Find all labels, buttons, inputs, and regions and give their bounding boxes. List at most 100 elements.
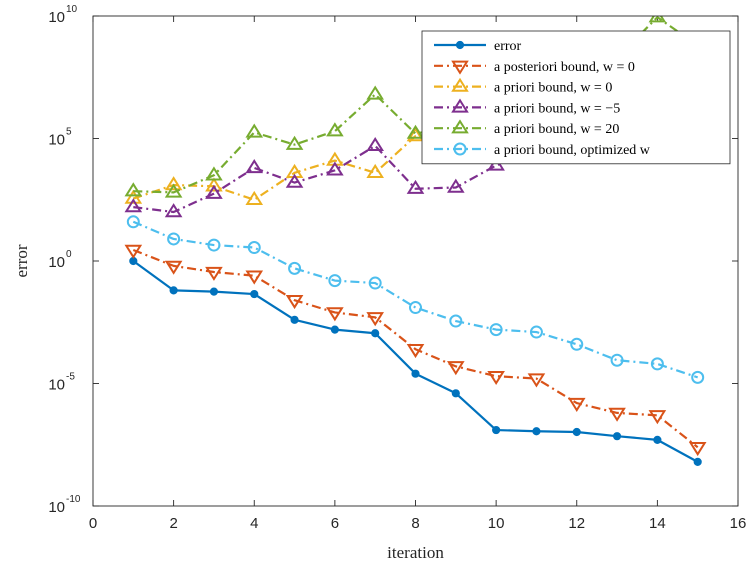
data-point xyxy=(326,122,344,137)
data-point xyxy=(608,407,626,422)
data-point xyxy=(449,314,463,328)
x-tick-label: 14 xyxy=(649,515,666,532)
data-point xyxy=(567,397,586,412)
legend-label: error xyxy=(494,39,522,54)
y-tick-label: 10 xyxy=(48,254,65,271)
data-point xyxy=(532,427,541,436)
data-point xyxy=(572,427,581,437)
legend-marker xyxy=(451,60,469,75)
data-point xyxy=(366,312,384,327)
y-tick-label: 10 xyxy=(48,132,65,149)
legend-marker xyxy=(451,77,469,92)
legend-marker xyxy=(453,142,467,156)
data-point xyxy=(205,184,223,199)
data-point xyxy=(207,238,221,252)
legend-label: a posteriori bound, w = 0 xyxy=(494,60,635,75)
data-point xyxy=(245,123,264,138)
x-tick-label: 10 xyxy=(488,515,505,532)
data-point xyxy=(326,307,344,322)
data-point xyxy=(205,266,223,281)
data-point xyxy=(451,389,460,398)
y-tick-label: 10 xyxy=(48,377,65,394)
legend-label: a priori bound, w = −5 xyxy=(494,101,620,116)
y-tick-exponent: 10 xyxy=(66,4,78,15)
series-line xyxy=(132,220,699,379)
legend-marker xyxy=(455,40,465,50)
data-point xyxy=(648,410,667,425)
series-line xyxy=(133,112,698,214)
data-point xyxy=(164,176,183,191)
series-0 xyxy=(129,256,702,466)
y-tick-label: 10 xyxy=(48,9,65,26)
data-point xyxy=(406,127,425,142)
data-point xyxy=(693,457,702,466)
data-point xyxy=(124,244,143,259)
data-point xyxy=(164,183,183,198)
y-tick-label: 10 xyxy=(48,499,65,516)
y-tick-exponent: 0 xyxy=(66,249,72,260)
data-point xyxy=(406,344,425,359)
data-point xyxy=(285,135,304,150)
data-point xyxy=(126,215,140,229)
legend-label: a priori bound, w = 20 xyxy=(494,122,619,137)
data-point xyxy=(164,203,183,218)
data-point xyxy=(326,161,344,176)
y-axis-label: error xyxy=(12,244,31,277)
legend-marker xyxy=(451,119,469,134)
data-point xyxy=(245,159,264,174)
data-point xyxy=(610,353,624,367)
data-point xyxy=(409,301,422,315)
x-tick-label: 0 xyxy=(89,515,97,532)
data-point xyxy=(164,260,183,275)
data-point xyxy=(447,178,465,193)
data-point xyxy=(406,179,425,194)
data-point xyxy=(288,261,302,275)
data-point xyxy=(366,163,384,178)
data-point xyxy=(688,442,707,457)
legend-label: a priori bound, w = 0 xyxy=(494,81,612,96)
data-point xyxy=(492,425,501,435)
x-tick-label: 6 xyxy=(331,515,339,532)
data-point xyxy=(124,198,143,213)
data-point xyxy=(366,136,384,152)
data-point xyxy=(612,432,622,441)
series-line xyxy=(132,63,699,201)
data-point xyxy=(285,295,304,310)
legend-label: a priori bound, optimized w xyxy=(494,143,651,158)
legend-box xyxy=(421,30,731,165)
data-point xyxy=(406,124,425,139)
x-tick-label: 2 xyxy=(169,515,177,532)
data-point xyxy=(247,241,261,255)
data-point xyxy=(205,166,223,181)
series-5 xyxy=(126,215,705,384)
x-tick-label: 16 xyxy=(730,515,747,532)
data-point xyxy=(653,435,662,444)
data-point xyxy=(447,361,465,376)
data-point xyxy=(169,286,178,295)
data-point xyxy=(167,232,181,246)
data-point xyxy=(527,373,546,388)
data-point xyxy=(650,357,664,371)
data-point xyxy=(245,270,264,285)
y-tick-exponent: -5 xyxy=(66,372,75,383)
data-point xyxy=(330,325,339,334)
legend: error a posteriori bound, w = 0 a priori b… xyxy=(421,30,731,165)
legend-marker xyxy=(451,98,469,113)
data-point xyxy=(411,369,420,378)
data-point xyxy=(691,370,705,384)
data-point xyxy=(205,177,223,192)
y-tick-exponent: 5 xyxy=(66,127,72,138)
x-tick-label: 4 xyxy=(250,515,258,532)
data-point xyxy=(648,16,667,23)
data-point xyxy=(368,276,382,290)
data-point xyxy=(250,289,259,299)
data-point xyxy=(489,323,503,337)
x-axis-label: iteration xyxy=(387,543,444,562)
data-point xyxy=(328,274,342,288)
x-tick-label: 8 xyxy=(411,515,419,532)
data-point xyxy=(124,189,143,204)
y-tick-exponent: -10 xyxy=(66,494,81,505)
series-line xyxy=(132,248,699,449)
data-point xyxy=(124,182,143,197)
